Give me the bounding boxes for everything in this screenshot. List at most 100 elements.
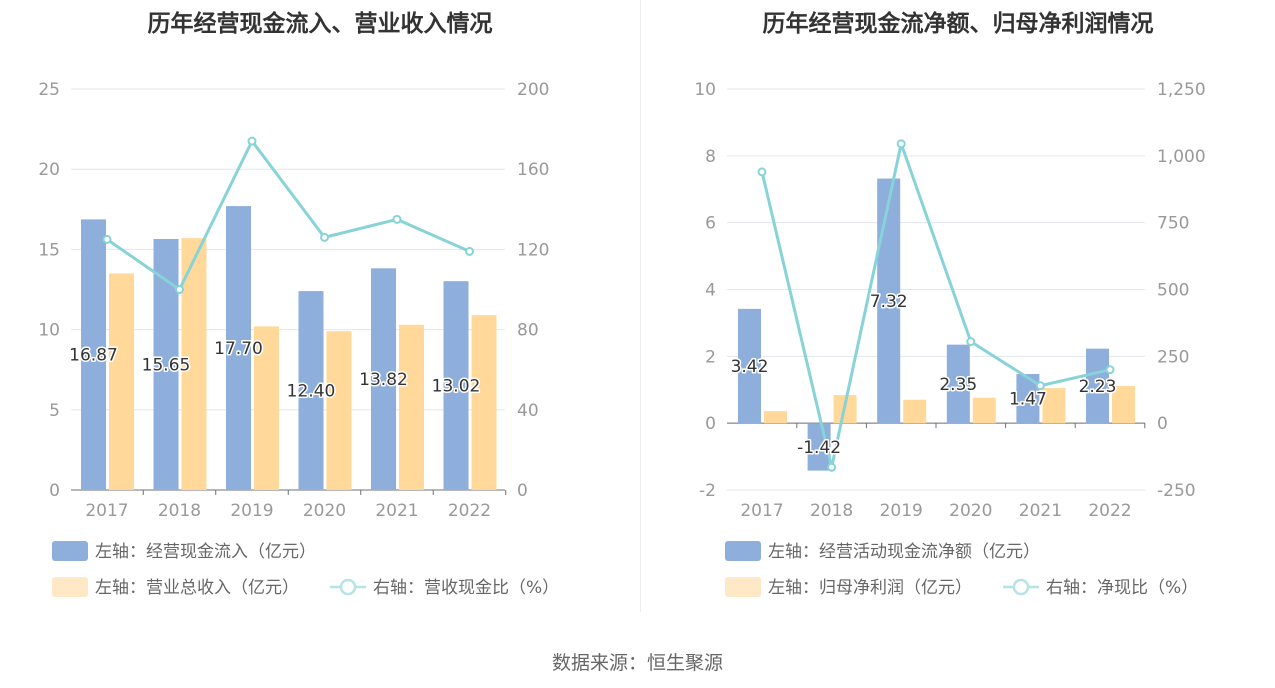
right-chart-panel: 历年经营现金流净额、归母净利润情况 -2 -250 0 0 2 250 4 500 6 750 8 1… xyxy=(641,0,1275,620)
right-chart: -2 -250 0 0 2 250 4 500 6 750 8 1,000 10 1,250 2017 201… xyxy=(694,80,1206,598)
y-left-tick-label: 0 xyxy=(49,481,60,501)
y-right-tick-label: 40 xyxy=(517,401,539,421)
bar-series2 xyxy=(399,324,424,490)
y-left-tick-label: -2 xyxy=(699,481,716,501)
x-tick-label: 2018 xyxy=(158,501,201,521)
bar-series2 xyxy=(109,273,134,490)
bar-data-label: 2.35 xyxy=(939,375,977,395)
y-right-tick-label: 0 xyxy=(517,481,528,501)
legend-swatch xyxy=(52,577,88,597)
bar-series1 xyxy=(443,281,469,490)
x-tick-label: 2020 xyxy=(949,501,992,521)
y-right-tick-label: 80 xyxy=(517,321,539,341)
line-point xyxy=(827,462,837,472)
y-left-tick-label: 6 xyxy=(705,214,716,234)
line-point xyxy=(757,167,767,177)
y-left-tick-label: 4 xyxy=(705,281,716,301)
bar-series1 xyxy=(1016,374,1040,424)
bar-series2 xyxy=(972,397,996,424)
legend-swatch xyxy=(725,541,761,561)
bar-data-label: 1.47 xyxy=(1009,390,1047,410)
bar-series1 xyxy=(1086,348,1109,424)
x-tick-label: 2017 xyxy=(740,501,783,521)
x-tick-label: 2019 xyxy=(230,501,273,521)
bar-series1 xyxy=(298,291,324,490)
line-point xyxy=(896,139,906,149)
line-point xyxy=(102,234,112,244)
line-point xyxy=(465,246,474,256)
left-chart: 0 0 5 40 10 80 15 120 20 160 25 200 2017 2018 2019 2020… xyxy=(38,80,559,598)
y-right-tick-label: 1,250 xyxy=(1157,80,1206,100)
legend-label: 左轴：营业总收入（亿元） xyxy=(95,578,299,598)
legend-swatch xyxy=(725,577,761,597)
line-series xyxy=(106,139,471,291)
y-left-tick-label: 10 xyxy=(694,80,716,100)
bar-series1 xyxy=(877,178,901,424)
y-left-tick-label: 5 xyxy=(49,401,60,421)
legend-label: 左轴：经营活动现金流净额（亿元） xyxy=(768,542,1040,562)
legend-label: 右轴：净现比（%） xyxy=(1046,578,1198,598)
x-tick-label: 2022 xyxy=(1088,501,1131,521)
line-point xyxy=(320,232,329,242)
legend-marker xyxy=(339,578,357,596)
x-tick-label: 2022 xyxy=(448,501,491,521)
line-point xyxy=(175,285,184,294)
left-chart-panel: 历年经营现金流入、营业收入情况 0 0 5 40 10 80 15 120 20 160 25 200… xyxy=(0,0,640,620)
y-left-tick-label: 10 xyxy=(38,321,60,341)
left-chart-title: 历年经营现金流入、营业收入情况 xyxy=(147,11,493,37)
x-tick-label: 2019 xyxy=(880,501,923,521)
bar-series1 xyxy=(226,206,251,491)
y-left-tick-label: 0 xyxy=(705,414,716,434)
bar-series2 xyxy=(903,399,927,424)
bar-series1 xyxy=(946,344,970,424)
line-point xyxy=(1105,365,1115,375)
bar-series2 xyxy=(471,315,497,490)
bar-data-label: 17.70 xyxy=(214,339,263,359)
legend-label: 右轴：营收现金比（%） xyxy=(373,578,559,598)
bar-data-label: 2.23 xyxy=(1079,377,1117,397)
line-point xyxy=(1035,381,1045,391)
y-right-tick-label: 500 xyxy=(1157,281,1189,301)
right-chart-title: 历年经营现金流净额、归母净利润情况 xyxy=(762,11,1154,37)
bar-series2 xyxy=(1042,388,1066,424)
x-tick-label: 2020 xyxy=(303,501,346,521)
y-right-tick-label: -250 xyxy=(1157,481,1196,501)
bar-data-label: 3.42 xyxy=(731,357,769,377)
y-left-tick-label: 8 xyxy=(705,147,716,167)
y-right-tick-label: 0 xyxy=(1157,414,1168,434)
y-left-tick-label: 25 xyxy=(38,80,60,100)
y-left-tick-label: 2 xyxy=(705,347,716,367)
bar-data-label: 7.32 xyxy=(870,292,908,312)
x-tick-label: 2021 xyxy=(375,501,418,521)
x-tick-label: 2021 xyxy=(1019,501,1062,521)
bar-data-label: 16.87 xyxy=(69,346,118,366)
y-right-tick-label: 120 xyxy=(517,240,549,260)
y-right-tick-label: 1,000 xyxy=(1157,147,1206,167)
x-tick-label: 2017 xyxy=(85,501,128,521)
bar-data-label: -1.42 xyxy=(797,438,841,458)
bar-series1 xyxy=(81,219,106,490)
bar-series2 xyxy=(764,411,787,424)
y-left-tick-label: 20 xyxy=(38,160,60,180)
bar-data-label: 15.65 xyxy=(142,355,191,375)
x-tick-label: 2018 xyxy=(810,501,853,521)
line-series xyxy=(760,142,1111,469)
legend-marker xyxy=(1012,578,1030,596)
bar-series1 xyxy=(371,268,396,490)
bar-series2 xyxy=(254,326,279,490)
bar-data-label: 13.82 xyxy=(359,370,408,390)
legend-label: 左轴：归母净利润（亿元） xyxy=(768,578,972,598)
data-source: 数据来源：恒生聚源 xyxy=(551,652,723,674)
y-right-tick-label: 160 xyxy=(517,160,549,180)
legend-label: 左轴：经营现金流入（亿元） xyxy=(95,542,316,562)
line-point xyxy=(247,136,257,146)
bar-data-label: 13.02 xyxy=(432,377,481,397)
y-left-tick-label: 15 xyxy=(38,240,60,260)
y-right-tick-label: 200 xyxy=(517,80,549,100)
line-point xyxy=(966,337,976,347)
bar-series2 xyxy=(1112,386,1135,424)
panel-divider xyxy=(640,0,641,612)
legend-swatch xyxy=(52,541,88,561)
y-right-tick-label: 750 xyxy=(1157,214,1189,234)
y-right-tick-label: 250 xyxy=(1157,347,1189,367)
